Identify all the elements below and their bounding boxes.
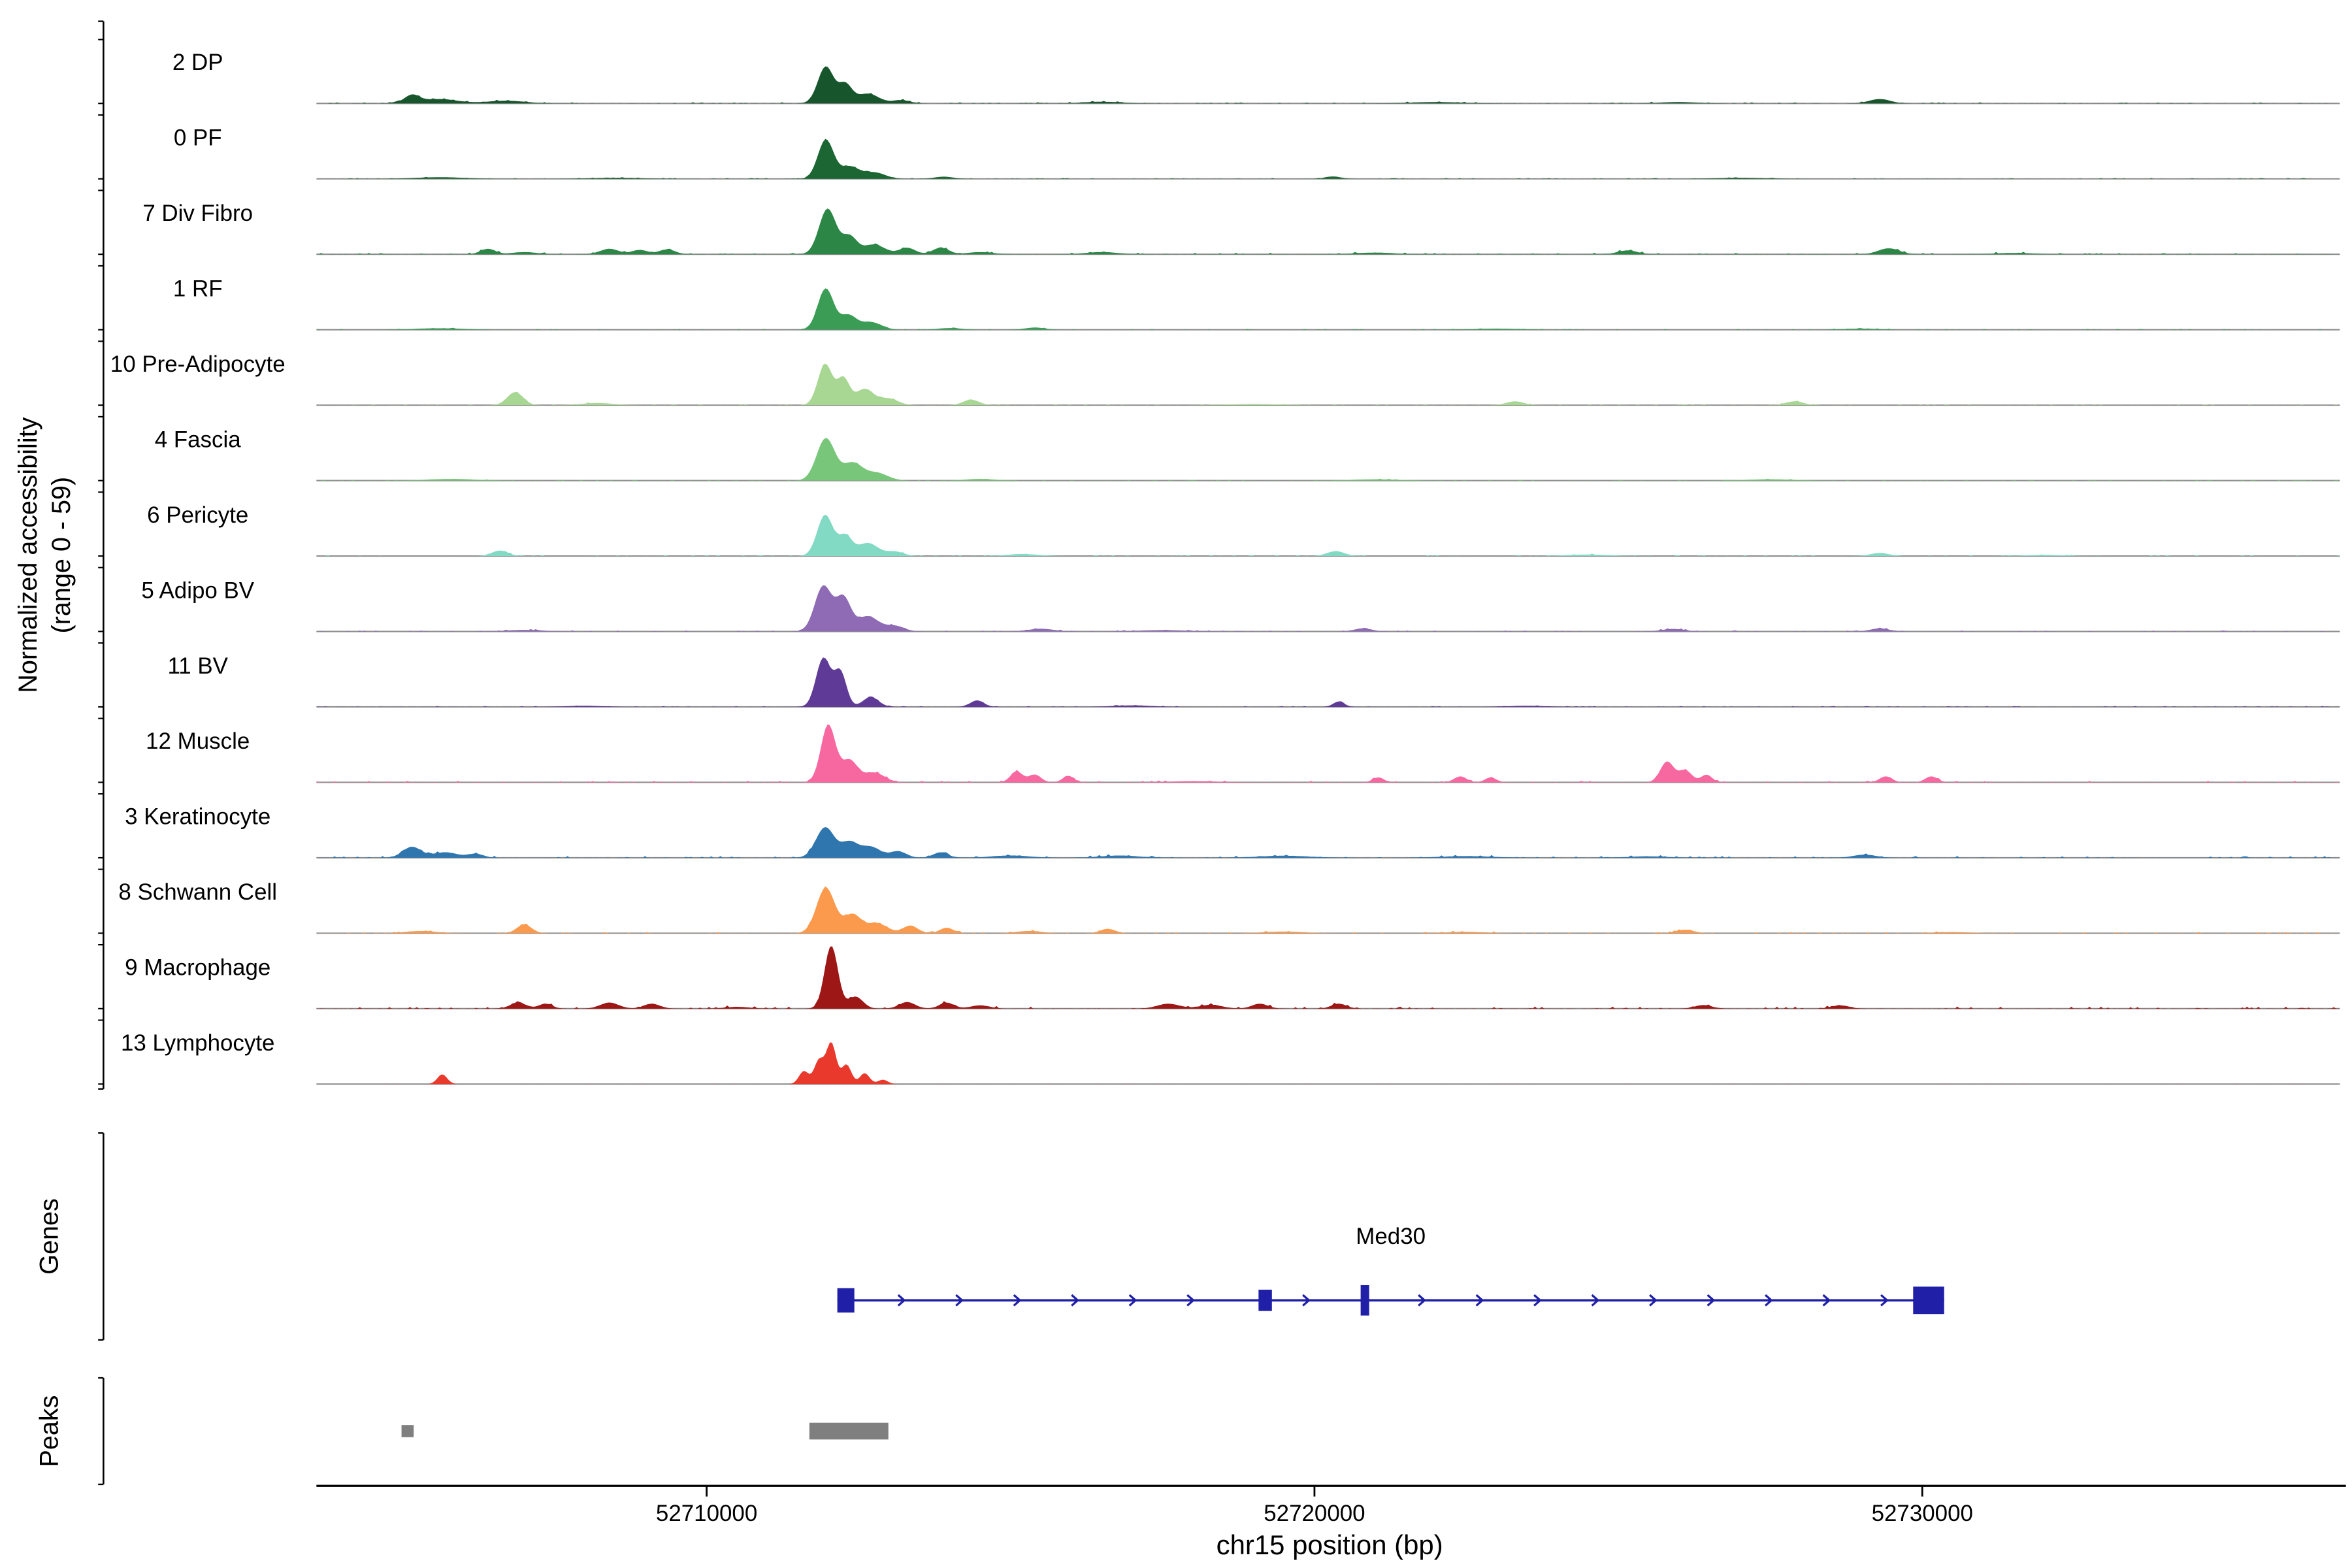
strand-arrow-icon (1128, 1294, 1137, 1307)
track-label: 0 PF (174, 125, 222, 151)
exon (837, 1288, 855, 1313)
peaks-track (401, 1422, 889, 1440)
strand-arrow-icon (1764, 1294, 1773, 1307)
coverage-signal (316, 363, 2340, 406)
y-axis-title-line2: (range 0 - 59) (47, 477, 76, 634)
x-tick-label: 52720000 (1264, 1501, 1365, 1526)
strand-arrow-icon (1880, 1294, 1889, 1307)
coverage-signal (316, 288, 2340, 330)
strand-arrow-icon (1649, 1294, 1658, 1307)
track-label: 6 Pericyte (147, 502, 248, 528)
strand-arrow-icon (1533, 1294, 1542, 1307)
track-label: 1 RF (173, 276, 223, 301)
track-label: 12 Muscle (146, 728, 250, 754)
x-tick-label: 52710000 (656, 1501, 757, 1526)
track-4-fascia: 4 Fascia (155, 427, 2340, 482)
track-8-schwann-cell: 8 Schwann Cell (118, 879, 2340, 934)
coverage-signal (316, 514, 2340, 557)
peak-region (809, 1422, 889, 1440)
track-label: 10 Pre-Adipocyte (110, 351, 286, 377)
gene-med30: Med30 (837, 1224, 1944, 1316)
exon (1913, 1286, 1944, 1315)
strand-arrow-icon (1071, 1294, 1080, 1307)
track-label: 4 Fascia (155, 427, 242, 452)
coverage-signal (316, 438, 2340, 481)
track-11-bv: 11 BV (167, 653, 2340, 708)
coverage-signal (316, 886, 2340, 934)
strand-arrow-icon (897, 1294, 906, 1307)
track-label: 3 Keratinocyte (125, 804, 270, 830)
strand-arrow-icon (1418, 1294, 1426, 1307)
track-13-lymphocyte: 13 Lymphocyte (121, 1030, 2340, 1085)
coverage-signal (316, 657, 2340, 707)
strand-arrow-icon (955, 1294, 964, 1307)
coverage-signal (316, 946, 2340, 1009)
coverage-signal (316, 66, 2340, 104)
track-label: 8 Schwann Cell (118, 879, 277, 905)
coverage-tracks: 2 DP 0 PF 7 Div Fibro 1 RF 10 Pre-Adipocyte 4… (110, 50, 2340, 1085)
peaks-section-label: Peaks (35, 1396, 63, 1467)
track-10-pre-adipocyte: 10 Pre-Adipocyte (110, 351, 2340, 406)
track-12-muscle: 12 Muscle (146, 724, 2340, 783)
coverage-signal (316, 585, 2340, 632)
strand-arrow-icon (1822, 1294, 1831, 1307)
track-2-dp: 2 DP (172, 50, 2340, 105)
track-5-adipo-bv: 5 Adipo BV (141, 578, 2340, 632)
track-label: 5 Adipo BV (141, 578, 254, 603)
strand-arrow-icon (1013, 1294, 1022, 1307)
y-axis-title-line1: Normalized accessibility (14, 417, 42, 693)
track-9-macrophage: 9 Macrophage (125, 946, 2340, 1009)
x-axis: 52710000 52720000 52730000 (316, 1484, 2346, 1526)
track-label: 7 Div Fibro (142, 201, 253, 226)
track-6-pericyte: 6 Pericyte (147, 502, 2340, 557)
genes-section-axis (98, 1132, 105, 1341)
exon (1360, 1285, 1369, 1316)
track-3-keratinocyte: 3 Keratinocyte (125, 804, 2340, 858)
track-label: 9 Macrophage (125, 955, 270, 981)
track-label: 2 DP (172, 50, 223, 75)
coverage-signal (316, 139, 2340, 179)
strand-arrow-icon (1302, 1294, 1311, 1307)
track-1-rf: 1 RF (173, 276, 2340, 331)
exon (1258, 1290, 1272, 1311)
strand-arrow-icon (1186, 1294, 1195, 1307)
gene-name-label: Med30 (1356, 1224, 1426, 1249)
x-axis-title: chr15 position (bp) (1217, 1529, 1443, 1560)
track-0-pf: 0 PF (174, 125, 2340, 180)
track-label: 13 Lymphocyte (121, 1030, 274, 1056)
coverage-signal (316, 827, 2340, 858)
coverage-signal (316, 208, 2340, 255)
peak-region (401, 1425, 414, 1437)
genes-section-label: Genes (35, 1198, 63, 1275)
coverage-signal (316, 1042, 2340, 1085)
strand-arrow-icon (1707, 1294, 1716, 1307)
strand-arrow-icon (1591, 1294, 1600, 1307)
track-label: 11 BV (167, 653, 228, 679)
gene-track: Med30 (837, 1224, 1944, 1316)
coverage-signal (316, 724, 2340, 783)
strand-arrow-icon (1475, 1294, 1484, 1307)
peaks-section-axis (98, 1377, 105, 1486)
track-7-div-fibro: 7 Div Fibro (142, 201, 2340, 255)
y-axis (98, 20, 105, 1090)
x-tick-label: 52730000 (1872, 1501, 1973, 1526)
